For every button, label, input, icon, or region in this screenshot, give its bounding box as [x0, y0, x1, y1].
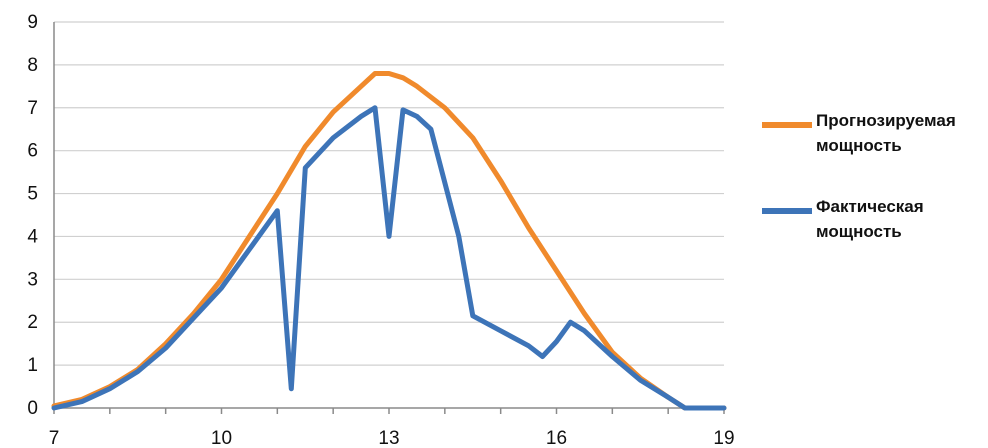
y-tick-label-4: 4	[27, 226, 38, 247]
legend-item-forecast: Прогнозируемая мощность	[762, 108, 984, 168]
legend-swatch-actual	[762, 208, 812, 214]
legend-label-actual: Фактическая мощность	[816, 197, 924, 241]
gridlines	[54, 21, 724, 366]
y-tick-label-1: 1	[27, 355, 38, 376]
y-tick-label-6: 6	[27, 141, 38, 162]
legend-label-forecast: Прогнозируемая мощность	[816, 111, 956, 155]
y-tick-label-8: 8	[27, 55, 38, 76]
x-tick-label-19: 19	[713, 428, 734, 448]
legend-swatch-forecast	[762, 122, 812, 128]
series-line-forecast	[51, 71, 727, 411]
legend-item-actual: Фактическая мощность	[762, 194, 984, 254]
y-tick-label-2: 2	[27, 312, 38, 333]
x-tick-labels: 7 10 13 16 19	[49, 428, 735, 448]
y-tick-label-7: 7	[27, 98, 38, 119]
x-tick-label-13: 13	[378, 428, 399, 448]
x-tick-label-16: 16	[546, 428, 567, 448]
x-tick-label-10: 10	[211, 428, 232, 448]
y-tick-label-9: 9	[27, 12, 38, 33]
series-lines	[51, 71, 727, 411]
series-line-actual	[51, 105, 727, 411]
y-tick-label-0: 0	[27, 398, 38, 419]
y-tick-label-3: 3	[27, 269, 38, 290]
y-tick-label-5: 5	[27, 184, 38, 205]
x-tick-label-7: 7	[49, 428, 60, 448]
y-tick-labels: 0 1 2 3 4 5 6 7 8 9	[27, 12, 38, 419]
